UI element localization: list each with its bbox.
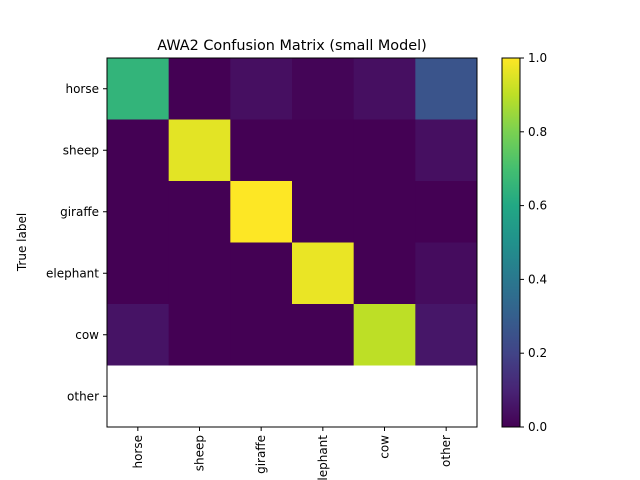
heatmap-cell-sheep-giraffe bbox=[230, 119, 293, 182]
heatmap-cell-cow-other bbox=[415, 304, 478, 366]
heatmap-cell-horse-horse bbox=[107, 58, 170, 120]
heatmap-cell-elephant-other bbox=[415, 242, 478, 305]
heatmap-cell-sheep-sheep bbox=[168, 119, 231, 182]
colorbar-tick-label: 0.4 bbox=[528, 272, 547, 286]
heatmap-cell-giraffe-other bbox=[415, 181, 478, 243]
heatmap-cell-giraffe-elephant bbox=[292, 181, 355, 243]
heatmap-cell-cow-elephant bbox=[292, 304, 355, 366]
x-tick-label: sheep bbox=[193, 435, 207, 471]
heatmap-cell-elephant-cow bbox=[353, 242, 416, 305]
x-tick-label: other bbox=[439, 435, 453, 467]
colorbar-tick-label: 1.0 bbox=[528, 51, 547, 65]
heatmap-cell-other-elephant bbox=[292, 365, 355, 428]
heatmap-cell-other-giraffe bbox=[230, 365, 293, 428]
heatmap-cell-elephant-elephant bbox=[292, 242, 355, 305]
heatmap-cell-sheep-other bbox=[415, 119, 478, 182]
colorbar-tick-label: 0.8 bbox=[528, 125, 547, 139]
heatmap-cell-horse-sheep bbox=[168, 58, 231, 120]
heatmap-cell-cow-cow bbox=[353, 304, 416, 366]
heatmap-cell-cow-horse bbox=[107, 304, 170, 366]
y-tick-label: cow bbox=[75, 328, 99, 342]
heatmap-cell-horse-elephant bbox=[292, 58, 355, 120]
plot-frame bbox=[106, 57, 478, 428]
heatmap-cell-cow-sheep bbox=[168, 304, 231, 366]
heatmap-cell-other-other bbox=[415, 365, 478, 428]
heatmap-cell-sheep-horse bbox=[107, 119, 170, 182]
heatmap-cell-horse-cow bbox=[353, 58, 416, 120]
y-tick-label: other bbox=[67, 389, 99, 403]
y-axis-label: True label bbox=[15, 213, 29, 272]
heatmap-cell-giraffe-horse bbox=[107, 181, 170, 243]
y-tick-label: elephant bbox=[46, 266, 99, 280]
heatmap-cell-other-sheep bbox=[168, 365, 231, 428]
heatmap-cell-other-horse bbox=[107, 365, 170, 428]
y-tick-label: horse bbox=[65, 82, 99, 96]
heatmap-cell-other-cow bbox=[353, 365, 416, 428]
y-tick-label: giraffe bbox=[60, 205, 99, 219]
colorbar-ticks: 0.0 0.2 0.4 0.6 0.8 1.0 bbox=[520, 51, 547, 434]
colorbar-tick-label: 0.6 bbox=[528, 199, 547, 213]
y-tick-label: sheep bbox=[63, 143, 99, 157]
heatmap-cell-elephant-sheep bbox=[168, 242, 231, 305]
heatmap-cell-cow-giraffe bbox=[230, 304, 293, 366]
heatmap-cell-giraffe-cow bbox=[353, 181, 416, 243]
heatmap-cell-sheep-cow bbox=[353, 119, 416, 182]
colorbar bbox=[501, 57, 521, 428]
x-tick-label: cow bbox=[378, 435, 392, 459]
heatmap-cell-elephant-giraffe bbox=[230, 242, 293, 305]
heatmap-cells bbox=[107, 58, 478, 428]
x-axis-ticks: horse sheep giraffe elephant cow other bbox=[131, 427, 453, 480]
y-axis-ticks: horse sheep giraffe elephant cow other bbox=[46, 82, 107, 403]
x-tick-label: giraffe bbox=[254, 435, 268, 474]
heatmap-cell-horse-giraffe bbox=[230, 58, 293, 120]
heatmap-cell-sheep-elephant bbox=[292, 119, 355, 182]
heatmap-cell-horse-other bbox=[415, 58, 478, 120]
heatmap-cell-giraffe-sheep bbox=[168, 181, 231, 243]
x-tick-label: horse bbox=[131, 435, 145, 469]
heatmap-cell-giraffe-giraffe bbox=[230, 181, 293, 243]
colorbar-tick-label: 0.2 bbox=[528, 346, 547, 360]
heatmap-cell-elephant-horse bbox=[107, 242, 170, 305]
x-tick-label: elephant bbox=[316, 435, 330, 480]
colorbar-tick-label: 0.0 bbox=[528, 420, 547, 434]
chart-title: AWA2 Confusion Matrix (small Model) bbox=[157, 38, 426, 54]
